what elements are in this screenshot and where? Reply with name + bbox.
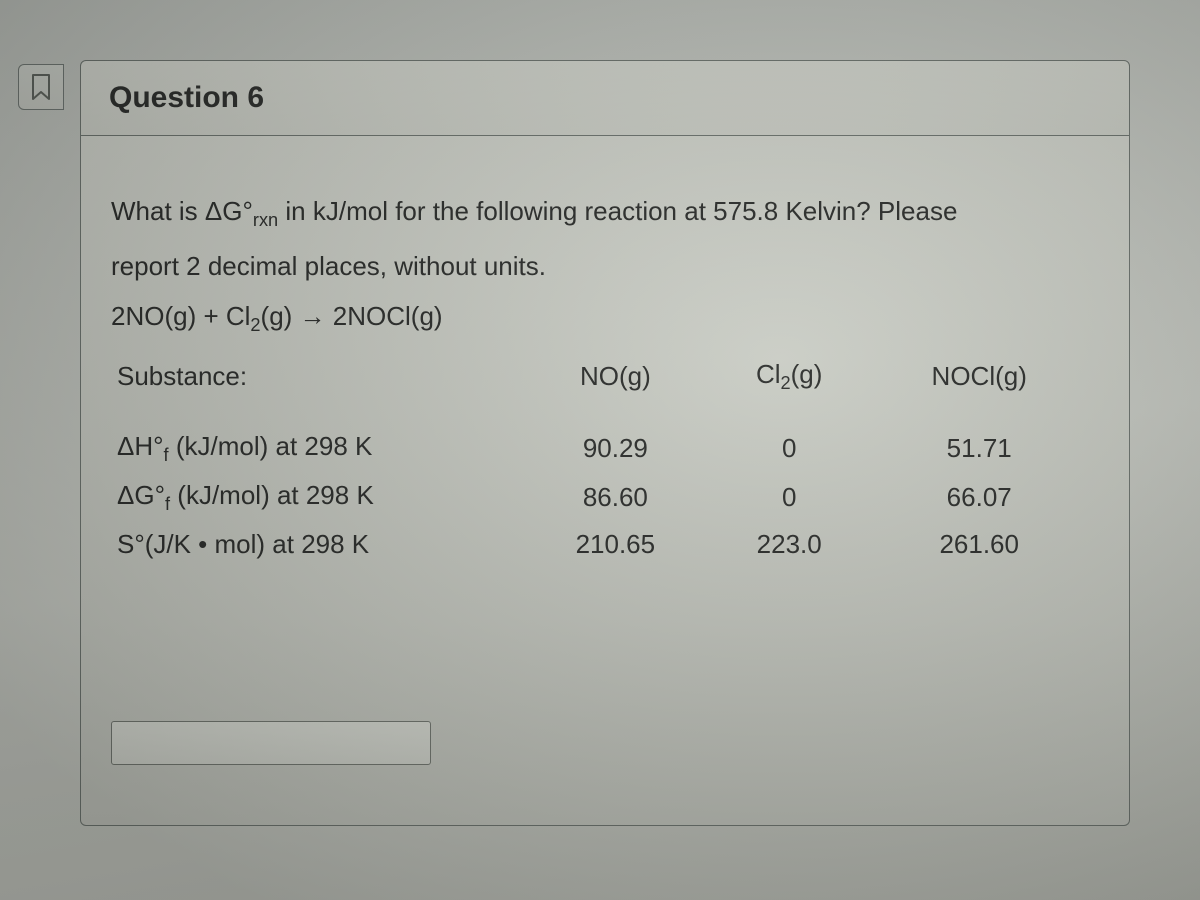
cell: 66.07 [869, 473, 1089, 522]
question-body: What is ΔG°rxn in kJ/mol for the followi… [80, 136, 1130, 826]
table-row: ΔH°f (kJ/mol) at 298 K 90.29 0 51.71 [111, 424, 1089, 473]
question-card: Question 6 What is ΔG°rxn in kJ/mol for … [80, 60, 1130, 826]
bookmark-flag-button[interactable] [18, 64, 64, 110]
cell: 210.65 [522, 522, 709, 567]
row-label: ΔH°f (kJ/mol) at 298 K [111, 424, 522, 473]
prompt-line-2: report 2 decimal places, without units. [111, 246, 1089, 286]
bookmark-icon [30, 73, 52, 101]
cell: 223.0 [709, 522, 869, 567]
question-title: Question 6 [109, 81, 264, 114]
col-header: NO(g) [522, 352, 709, 424]
cell: 261.60 [869, 522, 1089, 567]
question-header: Question 6 [80, 60, 1130, 136]
cell: 0 [709, 424, 869, 473]
col-header: NOCl(g) [869, 352, 1089, 424]
thermo-data-table: Substance: NO(g) Cl2(g) NOCl(g) ΔH°f (kJ… [111, 352, 1089, 568]
prompt-line-1: What is ΔG°rxn in kJ/mol for the followi… [111, 191, 1089, 234]
table-header-row: Substance: NO(g) Cl2(g) NOCl(g) [111, 352, 1089, 424]
row-label: S°(J/K • mol) at 298 K [111, 522, 522, 567]
table-row: S°(J/K • mol) at 298 K 210.65 223.0 261.… [111, 522, 1089, 567]
reaction-equation: 2NO(g) + Cl2(g) → 2NOCl(g) [111, 301, 1089, 336]
cell: 90.29 [522, 424, 709, 473]
prompt-text-post: in kJ/mol for the following reaction at … [278, 196, 957, 226]
page-surface: Question 6 What is ΔG°rxn in kJ/mol for … [0, 0, 1200, 900]
cell: 86.60 [522, 473, 709, 522]
table-row: ΔG°f (kJ/mol) at 298 K 86.60 0 66.07 [111, 473, 1089, 522]
row-label: ΔG°f (kJ/mol) at 298 K [111, 473, 522, 522]
prompt-text-pre: What is ΔG° [111, 196, 253, 226]
prompt-subscript: rxn [253, 210, 278, 230]
cell: 51.71 [869, 424, 1089, 473]
substance-header: Substance: [111, 352, 522, 424]
cell: 0 [709, 473, 869, 522]
answer-input[interactable] [111, 721, 431, 765]
col-header: Cl2(g) [709, 352, 869, 424]
